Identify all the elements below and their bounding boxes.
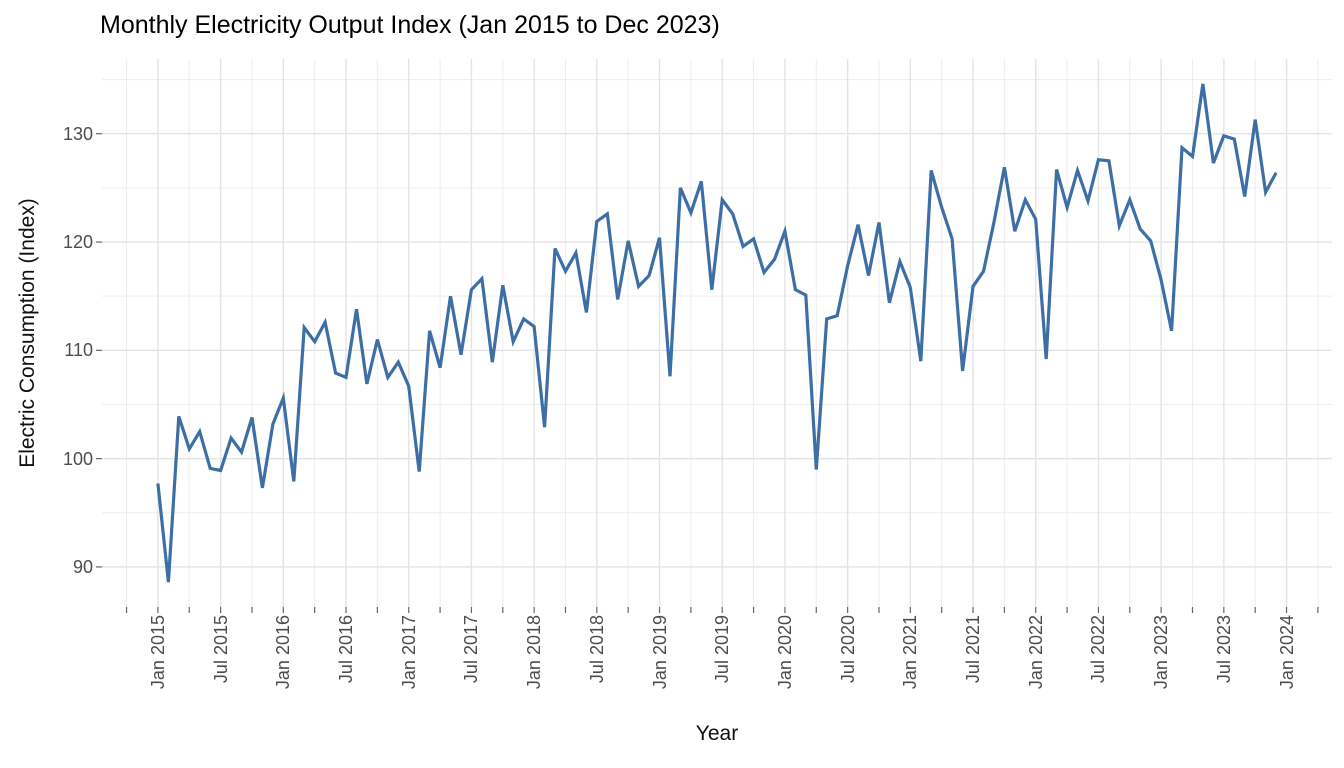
- y-tick-label: 120: [62, 232, 93, 253]
- x-tick-label: Jul 2020: [837, 615, 858, 684]
- x-tick-label: Jul 2015: [210, 615, 231, 684]
- x-tick-label: Jan 2015: [147, 615, 168, 690]
- y-tick-label: 130: [62, 123, 93, 144]
- x-tick-label: Jul 2022: [1088, 615, 1109, 684]
- x-tick-label: Jul 2018: [586, 615, 607, 684]
- electricity-index-line: [156, 83, 1278, 583]
- x-tick-label: Jul 2016: [336, 615, 356, 684]
- x-tick-label: Jan 2017: [398, 615, 419, 690]
- x-tick-label: Jul 2019: [712, 615, 733, 684]
- x-tick-label: Jul 2017: [461, 615, 482, 684]
- x-tick-label: Jul 2023: [1213, 615, 1234, 684]
- x-tick-label: Jul 2021: [963, 615, 984, 684]
- chart-title: Monthly Electricity Output Index (Jan 20…: [100, 11, 720, 39]
- y-tick-label: 100: [62, 448, 93, 469]
- x-tick-label: Jan 2020: [774, 615, 795, 690]
- x-tick-label: Jan 2018: [524, 615, 545, 690]
- y-axis-title: Electric Consumption (Index): [16, 198, 39, 468]
- x-tick-label: Jan 2023: [1151, 615, 1172, 690]
- x-tick-label: Jan 2016: [273, 615, 294, 690]
- x-tick-label: Jan 2021: [900, 615, 921, 690]
- x-tick-label: Jan 2019: [649, 615, 670, 690]
- x-tick-label: Jan 2022: [1025, 615, 1046, 690]
- x-tick-label: Jan 2024: [1276, 615, 1297, 690]
- x-axis-title: Year: [695, 722, 739, 745]
- y-tick-label: 110: [64, 340, 93, 361]
- y-tick-label: 90: [72, 556, 93, 577]
